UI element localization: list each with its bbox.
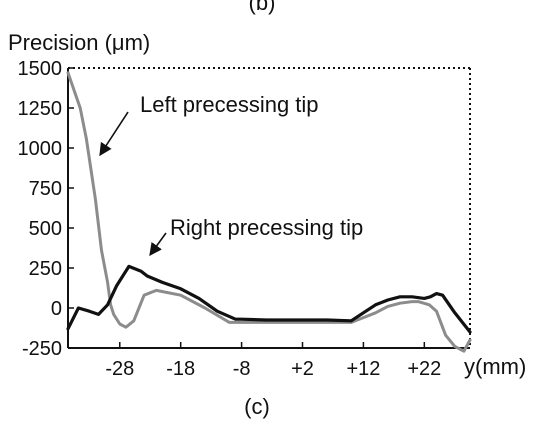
annotation-right-precessing-tip: Right precessing tip: [170, 215, 363, 240]
y-axis-title: Precision (μm): [8, 30, 150, 55]
y-tick-label: -250: [22, 338, 62, 360]
x-tick-label: +12: [346, 358, 380, 380]
y-tick-label: 1500: [18, 58, 63, 80]
panel-label-bottom: (c): [244, 394, 270, 419]
annotation-left-precessing-tip: Left precessing tip: [140, 92, 319, 117]
annotation-left-arrow: [99, 111, 129, 157]
plot-frame: [67, 67, 471, 349]
panel-label-top: (b): [249, 0, 276, 15]
y-tick-label: 1000: [18, 138, 63, 160]
y-tick-label: 250: [29, 258, 62, 280]
y-axis: 1500 1250 1000 750 500 250 0 -250: [18, 58, 74, 360]
x-tick-label: -18: [166, 358, 195, 380]
y-tick-label: 500: [29, 218, 62, 240]
x-axis-title: y(mm): [464, 354, 526, 379]
series-line-left-precessing-tip: [66, 71, 472, 353]
y-tick-label: 750: [29, 178, 62, 200]
x-axis: -28 -18 -8 +2 +12 +22: [105, 342, 441, 380]
x-tick-label: -28: [105, 358, 134, 380]
series-layer: [66, 71, 472, 353]
x-tick-label: -8: [233, 358, 251, 380]
series-line-right-precessing-tip: [66, 264, 472, 334]
y-tick-label: 0: [51, 298, 62, 320]
y-tick-label: 1250: [18, 98, 63, 120]
x-tick-label: +22: [407, 358, 441, 380]
x-tick-label: +2: [291, 358, 314, 380]
annotation-right-arrow: [149, 232, 167, 257]
